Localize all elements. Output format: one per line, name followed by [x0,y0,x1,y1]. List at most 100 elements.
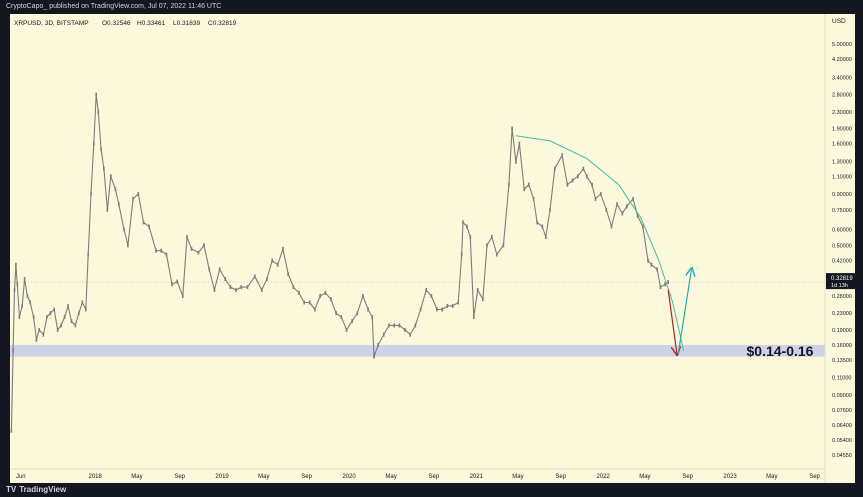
price-candle [393,323,396,328]
price-candle [70,319,73,324]
legend-low: L0.31839 [173,20,200,27]
price-candle [224,277,227,282]
price-candle [81,300,84,305]
price-axis-unit: USD [832,18,846,25]
price-candle [656,267,658,272]
price-candle [377,342,380,347]
price-candle [12,348,14,353]
x-tick-label: Sep [555,474,566,480]
y-tick-label: 0.09000 [832,393,852,399]
price-candle [271,258,273,263]
price-candle [544,234,547,239]
price-candle [511,126,513,131]
price-candle [282,246,284,251]
y-tick-label: 0.19000 [832,328,852,334]
price-candle [632,196,634,201]
price-candle [197,250,200,255]
price-candle [650,262,653,267]
price-candle [148,224,150,229]
x-tick-label: 2022 [596,474,610,480]
price-candle [460,252,463,257]
x-tick-label: 2023 [723,474,737,480]
price-candle [53,307,55,312]
y-tick-label: 0.07600 [832,408,852,414]
price-candle [16,282,19,287]
price-candle [473,315,475,320]
chart-panel[interactable]: $0.14-0.16 5.00000 4.20000 3.40000 2.80000 2… [10,14,855,483]
price-candle [253,274,256,279]
y-tick-label: 0.90000 [832,192,852,198]
price-candle [49,311,52,316]
x-tick-label: 2019 [215,474,229,480]
price-candle [18,315,21,320]
y-tick-label: 0.05400 [832,438,852,444]
price-candle [110,174,112,179]
price-candle [208,267,211,272]
price-chart[interactable]: $0.14-0.16 5.00000 4.20000 3.40000 2.80000 2… [10,14,855,483]
price-candle [160,248,163,253]
price-candle [664,282,666,287]
price-candle [554,166,556,171]
tradingview-logo[interactable]: TV TradingView [6,485,66,495]
x-tick-label: Sep [809,474,820,480]
x-tick-label: May [639,474,650,480]
support-zone [10,344,825,357]
price-candle [132,196,134,201]
price-candle [586,174,588,179]
legend-close: C0.32819 [208,20,237,27]
price-candle [10,428,13,433]
x-tick-label: 2021 [470,474,484,480]
up-arrow [677,269,691,354]
x-tick-label: Jun [16,474,26,480]
price-candle [621,211,624,216]
down-arrow [667,289,677,354]
price-candle [523,187,526,192]
x-tick-label: 2020 [342,474,356,480]
price-candle [298,290,300,295]
publish-header: CryptoCapo_ published on TradingView.com… [0,0,863,14]
price-candle [29,300,31,305]
legend-open: O0.32546 [102,20,131,27]
price-candle [171,282,173,287]
price-candle [502,243,505,248]
price-candle [92,141,95,146]
price-candle [457,300,459,305]
price-candle [100,147,102,152]
price-candle [414,323,417,328]
price-candle [667,280,669,285]
price-candle [659,285,662,290]
price-candle [155,248,157,253]
price-candle [605,207,608,212]
y-tick-label: 2.80000 [832,93,852,99]
price-candle [182,293,184,298]
price-candle [114,187,117,192]
x-tick-label: Sep [174,474,185,480]
x-tick-label: May [258,474,269,480]
price-candle [441,307,443,312]
price-candle [561,153,563,158]
price-candle [46,315,48,320]
price-candle [287,272,289,277]
price-candle [303,300,305,305]
y-tick-label: 4.20000 [832,57,852,63]
price-candle [469,234,472,239]
price-candle [235,287,237,292]
y-tick-label: 3.40000 [832,76,852,82]
y-tick-label: 0.04550 [832,453,852,459]
price-candle [67,303,69,308]
x-tick-label: Sep [428,474,439,480]
y-tick-label: 0.13500 [832,358,852,364]
price-candle [319,293,321,298]
price-candle [32,315,35,320]
price-candle [466,224,468,229]
y-tick-label: 0.16000 [832,343,852,349]
y-tick-label: 1.60000 [832,142,852,148]
price-candle [636,213,639,218]
y-tick-label: 0.23000 [832,311,852,317]
y-tick-label: 0.50000 [832,243,852,249]
legend-symbol: XRPUSD, 3D, BITSTAMP [14,20,89,27]
price-candle [482,297,484,302]
price-candle [142,220,145,225]
y-tick-label: 1.30000 [832,160,852,166]
price-candle [582,166,585,171]
